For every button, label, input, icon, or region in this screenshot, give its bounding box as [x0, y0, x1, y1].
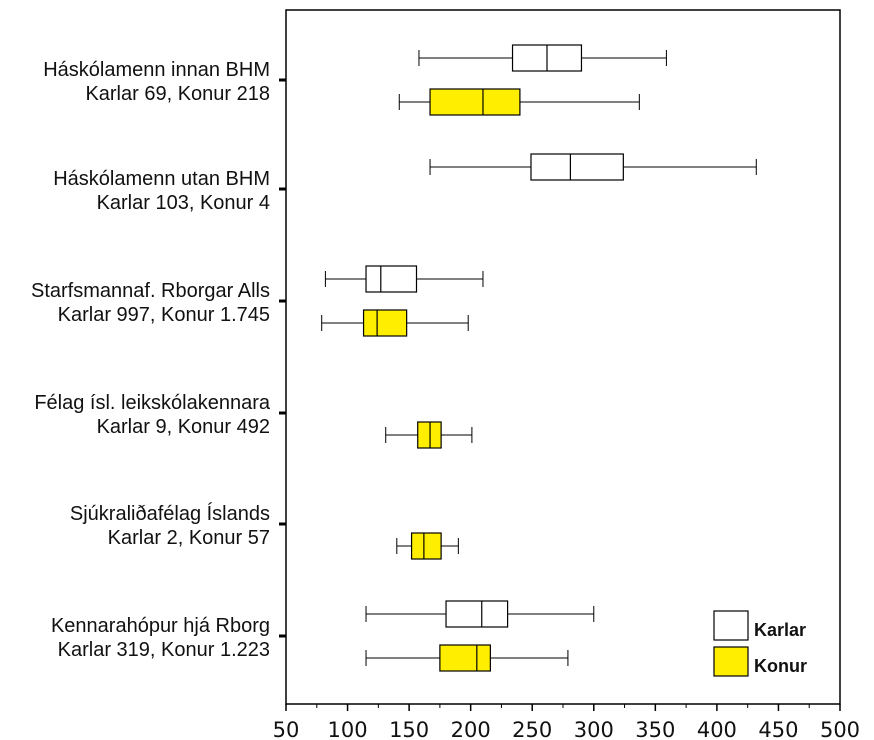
category-label-line1: Háskólamenn innan BHM [43, 59, 270, 81]
category-label-line2: Karlar 2, Konur 57 [108, 527, 270, 549]
iqr-box [365, 265, 418, 293]
iqr-box [362, 309, 408, 337]
box-marks [321, 44, 757, 672]
category-label-line2: Karlar 69, Konur 218 [85, 83, 270, 105]
legend: Karlar Konur [713, 610, 807, 677]
x-tick-label: 300 [574, 718, 614, 740]
category-label-line2: Karlar 9, Konur 492 [97, 416, 270, 438]
legend-swatch-karlar [713, 610, 749, 641]
legend-label-konur: Konur [754, 656, 807, 676]
category-label-line1: Kennarahópur hjá Rborg [51, 615, 270, 637]
iqr-box [445, 600, 509, 628]
x-tick-label: 400 [697, 718, 737, 740]
iqr-box [410, 532, 442, 560]
x-axis-ticks: 50 100 150 200 250 300 350 400 450 500 [273, 704, 860, 740]
iqr-box [417, 421, 442, 449]
iqr-box [439, 644, 491, 672]
category-label-line1: Félag ísl. leikskólakennara [34, 392, 271, 414]
category-label-line1: Sjúkraliðafélag Íslands [70, 502, 270, 525]
legend-label-karlar: Karlar [754, 620, 806, 640]
legend-swatch-konur [713, 646, 749, 677]
x-tick-label: 350 [635, 718, 675, 740]
x-tick-label: 50 [273, 718, 300, 740]
category-label-line2: Karlar 319, Konur 1.223 [58, 639, 270, 661]
x-tick-label: 250 [512, 718, 552, 740]
x-tick-label: 100 [328, 718, 368, 740]
category-label-line2: Karlar 997, Konur 1.745 [58, 304, 270, 326]
category-label-line2: Karlar 103, Konur 4 [97, 192, 270, 214]
x-tick-label: 200 [451, 718, 491, 740]
category-label-line1: Háskólamenn utan BHM [53, 168, 270, 190]
iqr-box [429, 88, 521, 116]
x-tick-label: 150 [389, 718, 429, 740]
x-tick-label: 450 [758, 718, 798, 740]
x-tick-label: 500 [820, 718, 860, 740]
iqr-box [530, 153, 624, 181]
plot-frame [285, 9, 841, 705]
category-label-line1: Starfsmannaf. Rborgar Alls [31, 280, 270, 302]
